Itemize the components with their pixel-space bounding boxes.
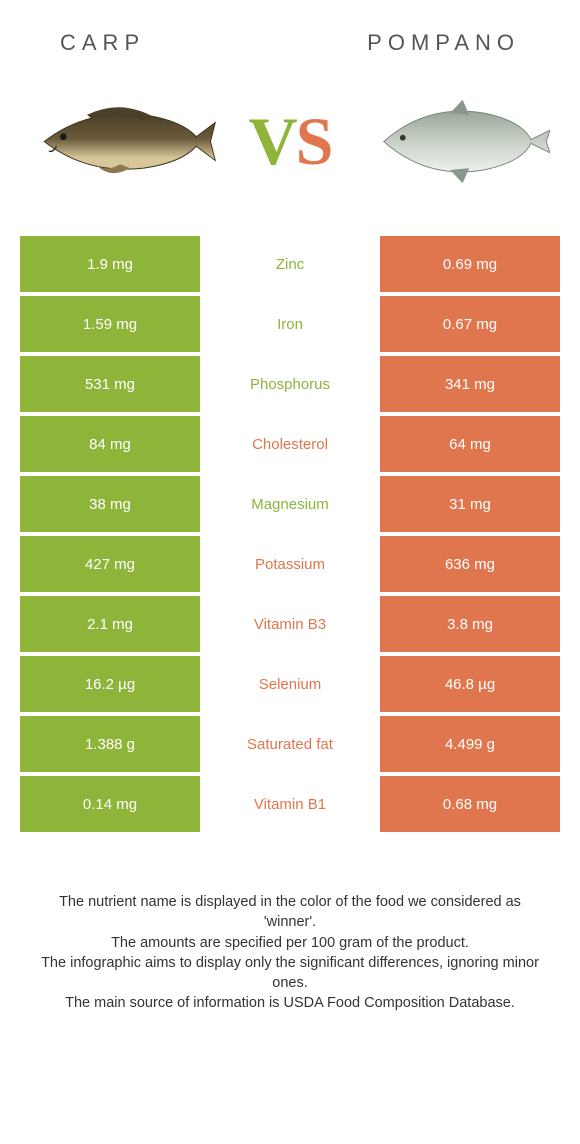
nutrient-row: 0.14 mgVitamin B10.68 mg xyxy=(20,776,560,832)
nutrient-name: Iron xyxy=(200,296,380,352)
value-right: 0.68 mg xyxy=(380,776,560,832)
value-left: 1.59 mg xyxy=(20,296,200,352)
value-left: 427 mg xyxy=(20,536,200,592)
nutrient-name: Potassium xyxy=(200,536,380,592)
footer-line: The nutrient name is displayed in the co… xyxy=(36,892,544,933)
value-right: 4.499 g xyxy=(380,716,560,772)
nutrient-row: 16.2 µgSelenium46.8 µg xyxy=(20,656,560,712)
nutrient-row: 84 mgCholesterol64 mg xyxy=(20,416,560,472)
value-right: 341 mg xyxy=(380,356,560,412)
value-left: 84 mg xyxy=(20,416,200,472)
nutrient-row: 1.59 mgIron0.67 mg xyxy=(20,296,560,352)
nutrient-table: 1.9 mgZinc0.69 mg1.59 mgIron0.67 mg531 m… xyxy=(0,236,580,832)
nutrient-row: 1.388 gSaturated fat4.499 g xyxy=(20,716,560,772)
nutrient-row: 531 mgPhosphorus341 mg xyxy=(20,356,560,412)
nutrient-name: Magnesium xyxy=(200,476,380,532)
title-right: Pompano xyxy=(367,30,520,56)
value-right: 46.8 µg xyxy=(380,656,560,712)
value-right: 3.8 mg xyxy=(380,596,560,652)
value-left: 38 mg xyxy=(20,476,200,532)
nutrient-name: Selenium xyxy=(200,656,380,712)
nutrient-row: 38 mgMagnesium31 mg xyxy=(20,476,560,532)
nutrient-name: Vitamin B1 xyxy=(200,776,380,832)
value-right: 64 mg xyxy=(380,416,560,472)
nutrient-name: Zinc xyxy=(200,236,380,292)
value-left: 0.14 mg xyxy=(20,776,200,832)
footer-line: The infographic aims to display only the… xyxy=(36,953,544,994)
title-left: Carp xyxy=(60,30,145,56)
nutrient-name: Saturated fat xyxy=(200,716,380,772)
nutrient-name: Phosphorus xyxy=(200,356,380,412)
nutrient-name: Vitamin B3 xyxy=(200,596,380,652)
footer-line: The main source of information is USDA F… xyxy=(36,993,544,1013)
nutrient-row: 1.9 mgZinc0.69 mg xyxy=(20,236,560,292)
vs-label: VS xyxy=(249,102,332,181)
carp-image xyxy=(30,86,220,196)
value-left: 2.1 mg xyxy=(20,596,200,652)
value-left: 1.9 mg xyxy=(20,236,200,292)
value-right: 0.67 mg xyxy=(380,296,560,352)
value-left: 16.2 µg xyxy=(20,656,200,712)
nutrient-row: 2.1 mgVitamin B33.8 mg xyxy=(20,596,560,652)
footer-notes: The nutrient name is displayed in the co… xyxy=(0,832,580,1014)
value-right: 0.69 mg xyxy=(380,236,560,292)
nutrient-name: Cholesterol xyxy=(200,416,380,472)
footer-line: The amounts are specified per 100 gram o… xyxy=(36,933,544,953)
value-left: 1.388 g xyxy=(20,716,200,772)
value-right: 636 mg xyxy=(380,536,560,592)
pompano-image xyxy=(360,86,550,196)
nutrient-row: 427 mgPotassium636 mg xyxy=(20,536,560,592)
value-right: 31 mg xyxy=(380,476,560,532)
value-left: 531 mg xyxy=(20,356,200,412)
